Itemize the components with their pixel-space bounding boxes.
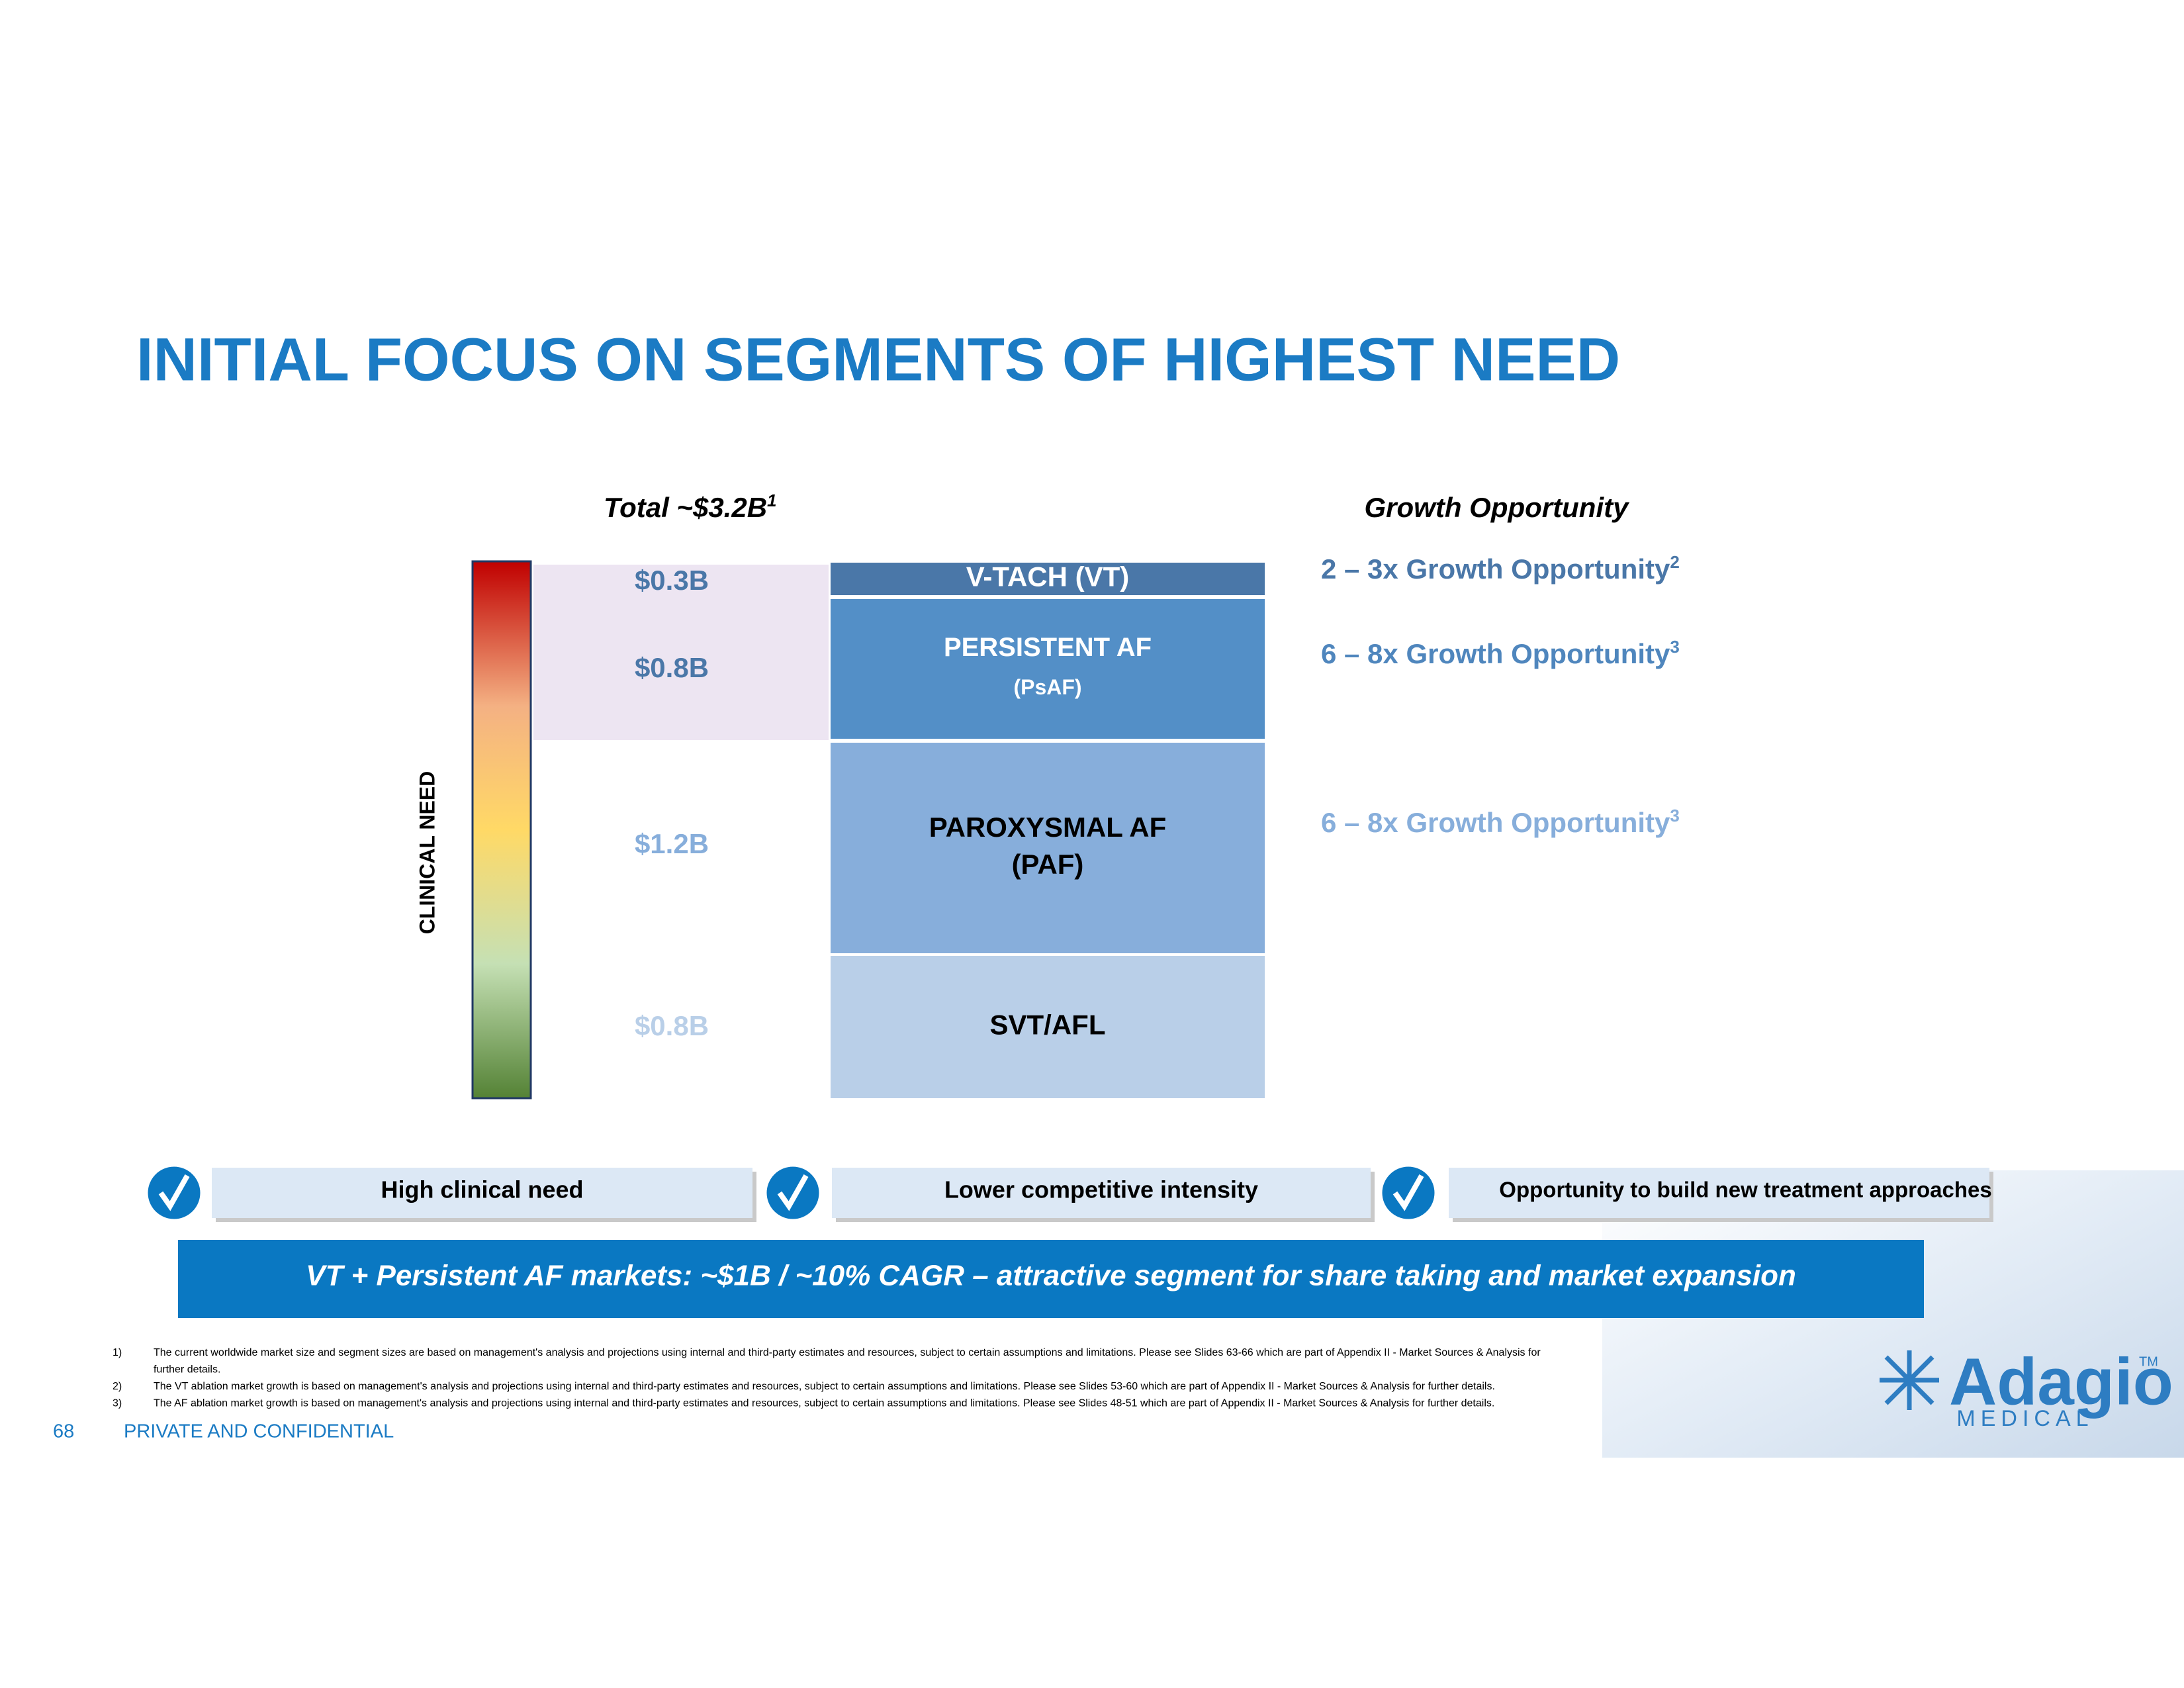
growth-sup: 3 [1670,806,1679,825]
need-gradient [471,560,532,1100]
segment-sub: (PsAF) [1013,675,1081,699]
check-box [832,1168,1371,1218]
title: INITIAL FOCUS ON SEGMENTS OF HIGHEST NEE… [136,326,1620,393]
segment-box [831,599,1265,739]
growth-label: 6 – 8x Growth Opportunity [1321,807,1670,838]
check-circle [763,1163,823,1223]
footnote-text: The AF ablation market growth is based o… [154,1398,1494,1409]
segment-value: $0.3B [635,565,709,596]
total: Total ~$3.2B1 [604,491,777,523]
segment-name: PERSISTENT AF [944,633,1152,662]
check-text: Opportunity to build new treatment appro… [1499,1178,1991,1202]
banner [178,1240,1924,1318]
segments: $0.3B V-TACH (VT) 2 – 3x Growth Opportunit… [635,552,1680,1098]
segment-name: PAROXYSMAL AF [929,812,1167,843]
segment-name: V-TACH (VT) [966,561,1130,592]
segment-box [831,563,1265,595]
logo-name: Adagio [1949,1344,2173,1419]
footnote-number: 3) [113,1398,122,1409]
footnote-text: The VT ablation market growth is based o… [154,1381,1495,1392]
segment-value: $0.8B [635,652,709,683]
checks: High clinical need Lower competitive inte… [144,1163,1993,1223]
page-number: 68 [53,1421,74,1442]
growth-header: Growth Opportunity [1365,492,1631,523]
check-circle [144,1163,204,1223]
footnote-number: 1) [113,1347,122,1358]
growth-label: 6 – 8x Growth Opportunity [1321,638,1670,669]
check-mark [1392,1174,1424,1211]
logo-sub: MEDICAL [1956,1406,2093,1431]
check-text: Lower competitive intensity [944,1176,1258,1203]
growth-text: 6 – 8x Growth Opportunity3 [1321,806,1680,838]
growth-text: 2 – 3x Growth Opportunity2 [1321,552,1680,585]
axis-label: CLINICAL NEED [415,771,439,935]
check-text: High clinical need [381,1176,583,1203]
total-text: Total ~$3.2B [604,492,767,523]
segment-value: $1.2B [635,828,709,859]
check-box [1449,1168,1989,1218]
total-sup: 1 [767,491,776,510]
growth-label: 2 – 3x Growth Opportunity [1321,553,1670,585]
growth-sup: 2 [1670,552,1679,572]
growth-sup: 3 [1670,637,1679,657]
check-circle [1379,1163,1438,1223]
segment-name: SVT/AFL [990,1009,1106,1041]
logo-mark [1880,1350,1939,1410]
segment-sub: (PAF) [1012,849,1084,880]
logo: Adagio TM MEDICAL [1880,1344,2173,1431]
segment-box [831,956,1265,1098]
footnote-number: 2) [113,1381,122,1392]
footnotes: 1) The current worldwide market size and … [113,1347,1541,1409]
check-box [212,1168,752,1218]
banner-text: VT + Persistent AF markets: ~$1B / ~10% … [306,1260,1796,1292]
check-mark [158,1174,190,1211]
growth-text: 6 – 8x Growth Opportunity3 [1321,637,1680,669]
segment-value: $0.8B [635,1010,709,1041]
footnote-text: The current worldwide market size and se… [154,1347,1541,1358]
highlight-band [533,565,829,740]
check-mark [777,1174,809,1211]
footnote-text: further details. [154,1364,220,1376]
logo-tm: TM [2139,1354,2158,1369]
footer-label: PRIVATE AND CONFIDENTIAL [124,1421,394,1442]
segment-box [831,743,1265,953]
